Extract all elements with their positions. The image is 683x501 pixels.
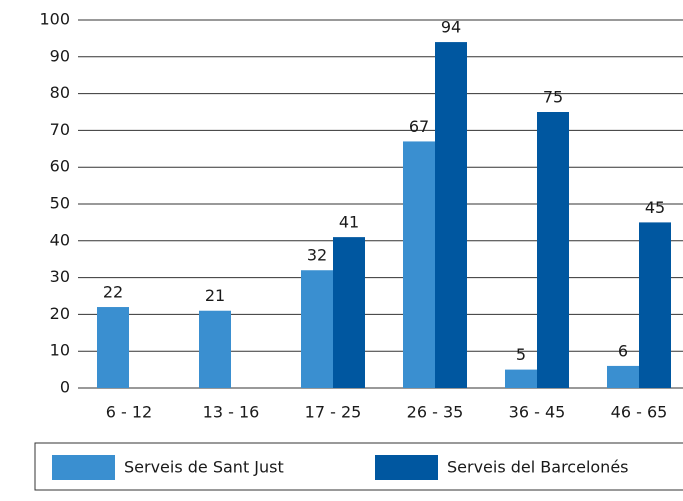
x-tick-label: 17 - 25 [305, 403, 362, 422]
value-label: 21 [205, 286, 225, 305]
legend-label: Serveis del Barcelonés [447, 458, 629, 477]
bar [199, 310, 231, 388]
y-tick-label: 100 [39, 10, 70, 29]
value-label: 45 [645, 198, 665, 217]
legend-label: Serveis de Sant Just [124, 458, 284, 477]
y-tick-label: 90 [50, 46, 70, 65]
y-tick-label: 60 [50, 157, 70, 176]
value-label: 67 [409, 117, 429, 136]
y-tick-label: 50 [50, 194, 70, 213]
y-tick-label: 70 [50, 120, 70, 139]
y-tick-label: 10 [50, 341, 70, 360]
value-label: 22 [103, 283, 123, 302]
y-tick-label: 0 [60, 378, 70, 397]
y-tick-label: 30 [50, 267, 70, 286]
y-tick-label: 20 [50, 304, 70, 323]
bar [301, 270, 333, 388]
value-label: 32 [307, 246, 327, 265]
x-tick-label: 6 - 12 [106, 403, 152, 422]
x-tick-label: 13 - 16 [203, 403, 260, 422]
legend-swatch [52, 455, 115, 480]
y-tick-label: 40 [50, 230, 70, 249]
bar [639, 222, 671, 388]
x-tick-label: 36 - 45 [509, 403, 566, 422]
value-label: 41 [339, 213, 359, 232]
value-label: 6 [618, 341, 628, 360]
value-label: 94 [441, 18, 461, 37]
legend-box [34, 442, 683, 491]
legend-swatch [375, 455, 438, 480]
bar [537, 112, 569, 388]
y-tick-label: 80 [50, 83, 70, 102]
bar [403, 141, 435, 388]
value-label: 75 [543, 88, 563, 107]
bar [435, 42, 467, 388]
x-tick-label: 26 - 35 [407, 403, 464, 422]
bar [505, 369, 537, 388]
bar [97, 307, 129, 388]
bar [607, 365, 639, 388]
value-label: 5 [516, 345, 526, 364]
bar [333, 237, 365, 388]
x-tick-label: 46 - 65 [611, 403, 668, 422]
